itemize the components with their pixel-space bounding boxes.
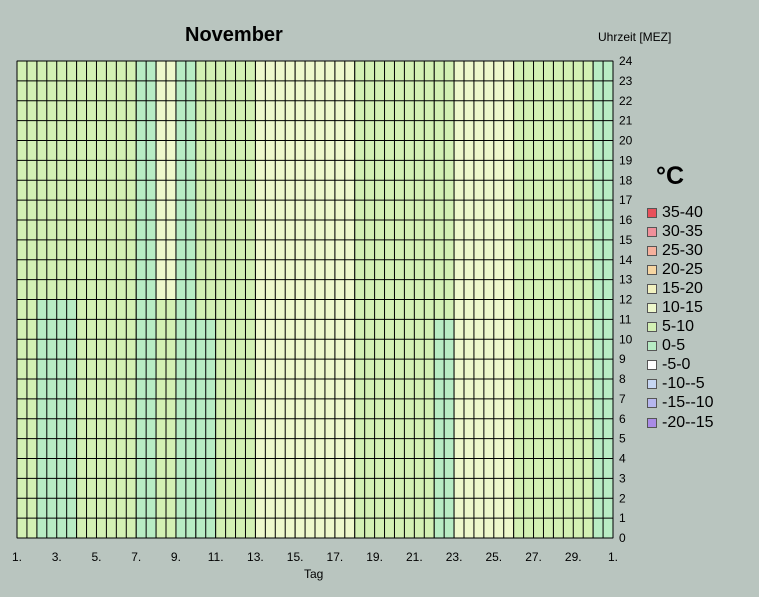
y-tick-label: 8 [619,372,626,386]
legend-item: 35-40 [647,203,714,222]
legend-swatch [647,341,657,352]
legend-label: 35-40 [662,203,703,221]
y-tick-label: 24 [619,54,633,68]
legend-label: -15--10 [662,394,714,412]
x-tick-label: 13. [247,550,264,564]
legend-swatch [647,417,657,428]
legend-label: 5-10 [662,318,695,336]
y-tick-label: 4 [619,452,626,466]
y-tick-label: 16 [619,213,633,227]
x-tick-label: 1. [608,550,618,564]
legend-swatch [647,264,657,275]
x-tick-label: 27. [525,550,542,564]
legend-item: 20-25 [647,260,714,279]
legend-label: 30-35 [662,222,703,240]
legend-label: 25-30 [662,241,703,259]
x-tick-label: 15. [287,550,304,564]
plot-grid [16,60,614,539]
legend-label: 0-5 [662,337,686,355]
legend-label: -20--15 [662,413,714,431]
legend-swatch [647,379,657,390]
y-tick-label: 2 [619,491,626,505]
legend-swatch [647,245,657,256]
legend-swatch [647,303,657,314]
legend-item: 10-15 [647,298,714,317]
y-tick-label: 14 [619,253,633,267]
y-axis-title: Uhrzeit [MEZ] [598,30,672,44]
y-tick-label: 3 [619,471,626,485]
legend: 35-40 30-35 25-30 20-25 15-20 10-15 5-10 0-5 -5-… [647,203,714,432]
legend-item: 5-10 [647,318,714,337]
tick-labels: 1. 3. 5. 7. 9. 11. 13. 15. 17. 19. 21. 23. 25. 27. 29.… [12,54,633,564]
x-tick-label: 19. [366,550,383,564]
y-tick-label: 0 [619,531,626,545]
y-tick-label: 5 [619,432,626,446]
legend-swatch [647,360,657,371]
legend-item: -10--5 [647,375,714,394]
legend-item: 0-5 [647,337,714,356]
y-tick-label: 9 [619,352,626,366]
legend-label: -10--5 [662,375,705,393]
legend-item: -20--15 [647,413,714,432]
y-tick-label: 18 [619,173,633,187]
legend-swatch [647,207,657,218]
x-tick-label: 23. [446,550,463,564]
legend-item: -15--10 [647,394,714,413]
y-tick-label: 13 [619,273,633,287]
y-tick-label: 10 [619,332,633,346]
chart-title: November [185,24,283,46]
legend-label: -5-0 [662,356,691,374]
y-tick-label: 20 [619,134,633,148]
x-axis-title: Tag [304,567,324,581]
legend-swatch [647,398,657,409]
y-tick-label: 15 [619,233,633,247]
x-tick-label: 3. [52,550,62,564]
y-tick-label: 6 [619,412,626,426]
y-tick-label: 21 [619,114,633,128]
y-tick-label: 1 [619,511,626,525]
x-tick-label: 7. [131,550,141,564]
legend-swatch [647,322,657,333]
y-tick-label: 11 [619,312,632,326]
legend-swatch [647,226,657,237]
y-tick-label: 12 [619,293,633,307]
x-tick-label: 9. [171,550,181,564]
legend-swatch [647,283,657,294]
x-tick-label: 11. [208,550,224,564]
y-tick-label: 19 [619,153,633,167]
legend-item: 30-35 [647,222,714,241]
legend-label: 20-25 [662,260,703,278]
legend-item: -5-0 [647,356,714,375]
y-tick-label: 17 [619,193,633,207]
x-tick-label: 17. [327,550,344,564]
y-tick-label: 7 [619,392,626,406]
legend-item: 15-20 [647,279,714,298]
legend-label: 10-15 [662,299,703,317]
x-tick-label: 21. [406,550,423,564]
y-tick-label: 22 [619,94,633,108]
y-tick-label: 23 [619,74,633,88]
x-tick-label: 5. [91,550,101,564]
x-tick-label: 1. [12,550,22,564]
legend-title: °C [656,162,685,190]
x-tick-label: 29. [565,550,582,564]
x-tick-label: 25. [485,550,502,564]
legend-item: 25-30 [647,241,714,260]
legend-label: 15-20 [662,279,703,297]
